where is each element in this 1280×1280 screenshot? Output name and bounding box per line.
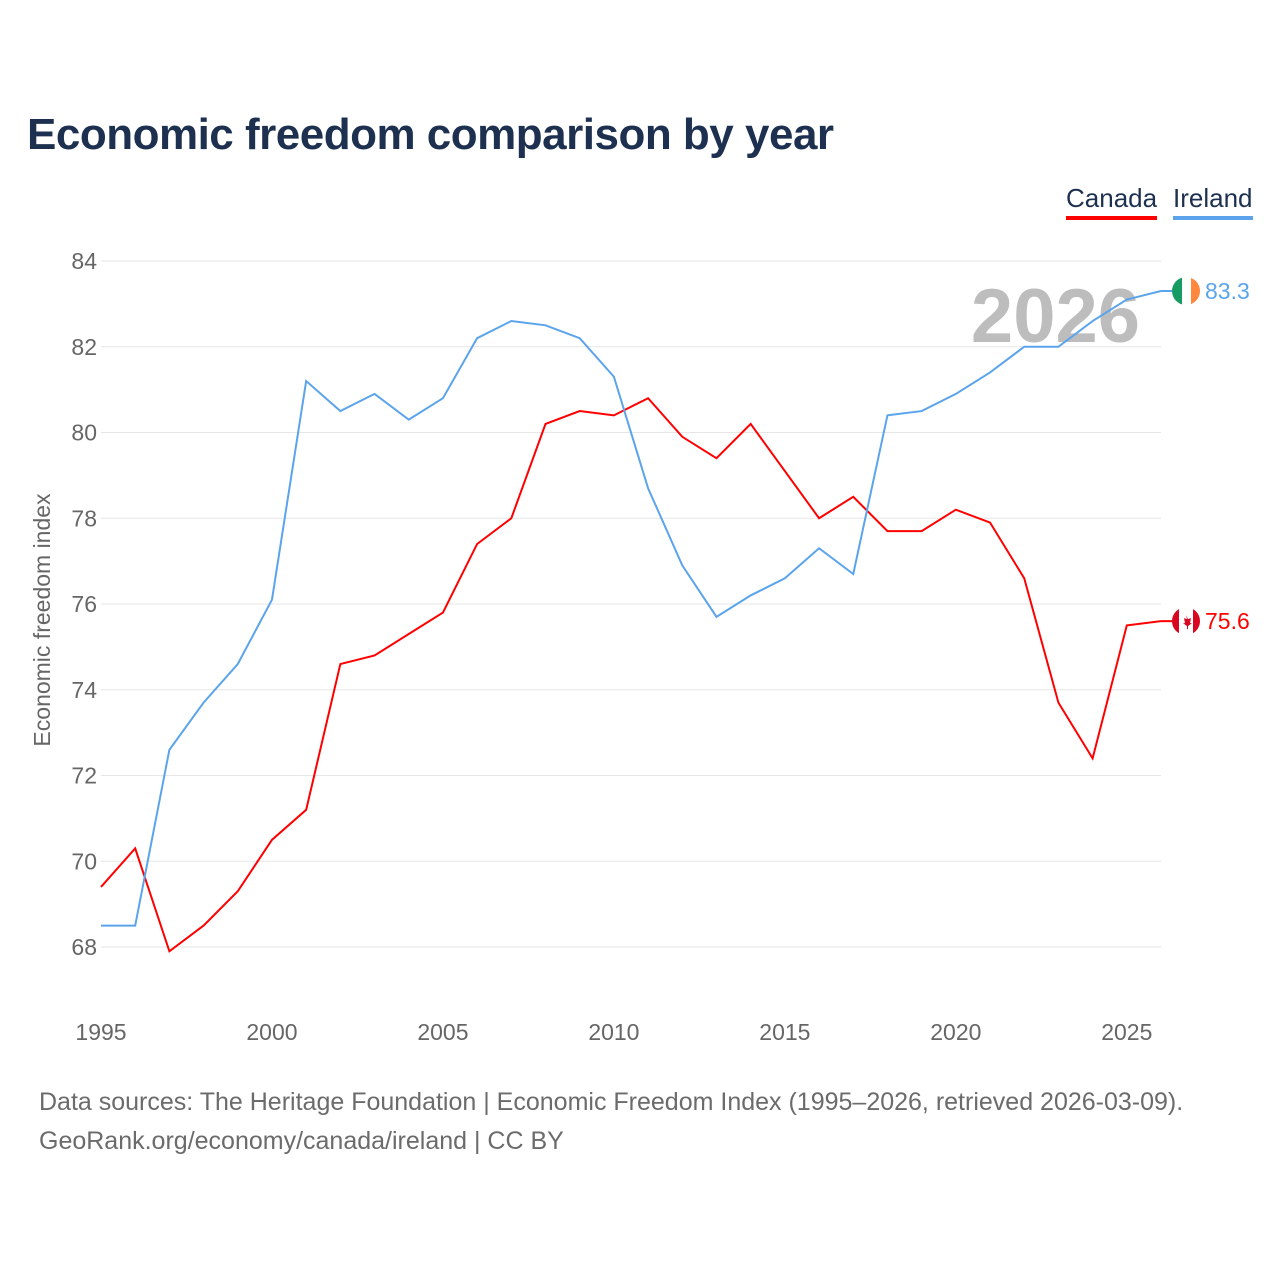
y-tick-label: 78 <box>71 505 97 531</box>
end-label-canada: 75.6 <box>1205 608 1250 634</box>
y-tick-label: 74 <box>71 677 97 703</box>
year-watermark: 2026 <box>971 274 1140 359</box>
legend-canada[interactable]: Canada <box>1066 183 1158 220</box>
ireland-flag-icon <box>1172 277 1200 306</box>
x-tick-label: 1995 <box>75 1019 126 1045</box>
series-line-canada <box>100 396 1162 953</box>
canada-flag-icon <box>1172 607 1200 636</box>
y-tick-label: 70 <box>71 848 97 874</box>
footer-sources: Data sources: The Heritage Foundation | … <box>39 1088 1184 1116</box>
y-tick-label: 68 <box>71 934 97 960</box>
x-tick-label: 2015 <box>759 1019 810 1045</box>
y-tick-label: 80 <box>71 420 97 446</box>
y-tick-label: 84 <box>71 248 97 274</box>
chart-title: Economic freedom comparison by year <box>27 110 834 159</box>
x-tick-label: 2025 <box>1101 1019 1152 1045</box>
x-tick-label: 2020 <box>930 1019 981 1045</box>
footer-credit: GeoRank.org/economy/canada/ireland | CC … <box>39 1127 564 1155</box>
legend-ireland[interactable]: Ireland <box>1173 183 1253 220</box>
series-line-ireland <box>101 290 1162 927</box>
y-tick-label: 72 <box>71 763 97 789</box>
y-axis-label: Economic freedom index <box>29 493 55 747</box>
y-tick-label: 76 <box>71 591 97 617</box>
x-tick-label: 2005 <box>417 1019 468 1045</box>
x-tick-label: 2000 <box>246 1019 297 1045</box>
end-label-ireland: 83.3 <box>1205 278 1250 304</box>
x-tick-label: 2010 <box>588 1019 639 1045</box>
y-tick-label: 82 <box>71 334 97 360</box>
